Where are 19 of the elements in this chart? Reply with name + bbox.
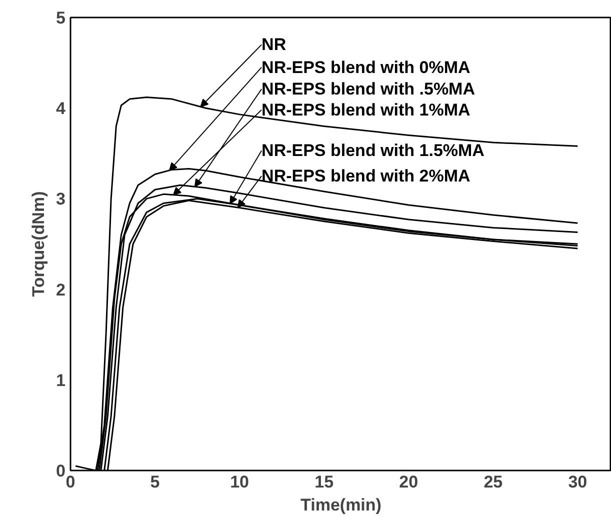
x-axis-title: Time(min) (300, 496, 382, 514)
y-tick-label: 1 (56, 370, 66, 390)
x-tick-label: 15 (314, 472, 334, 492)
y-tick-label: 4 (56, 99, 66, 118)
x-tick-label: 30 (568, 472, 588, 492)
text: NR-EPS blend with 1.5%MA (262, 141, 484, 160)
y-tick-label: 2 (56, 280, 66, 300)
x-tick-label: 20 (399, 472, 418, 492)
x-tick-label: 5 (150, 472, 160, 492)
series-label: NR-EPS blend with 2%MA (262, 166, 470, 186)
y-axis-title: Torque(dNm) (29, 191, 48, 297)
text: NR (262, 35, 286, 54)
text: NR-EPS blend with 1%MA (262, 100, 470, 120)
x-tick-label: 25 (484, 472, 503, 492)
text: NR-EPS blend with .5%MA (262, 80, 476, 99)
text: NR-EPS blend with 0%MA (262, 58, 470, 77)
x-tick-label: 10 (230, 472, 250, 492)
y-tick-label: 3 (56, 190, 66, 209)
y-tick-label: 5 (56, 8, 66, 28)
